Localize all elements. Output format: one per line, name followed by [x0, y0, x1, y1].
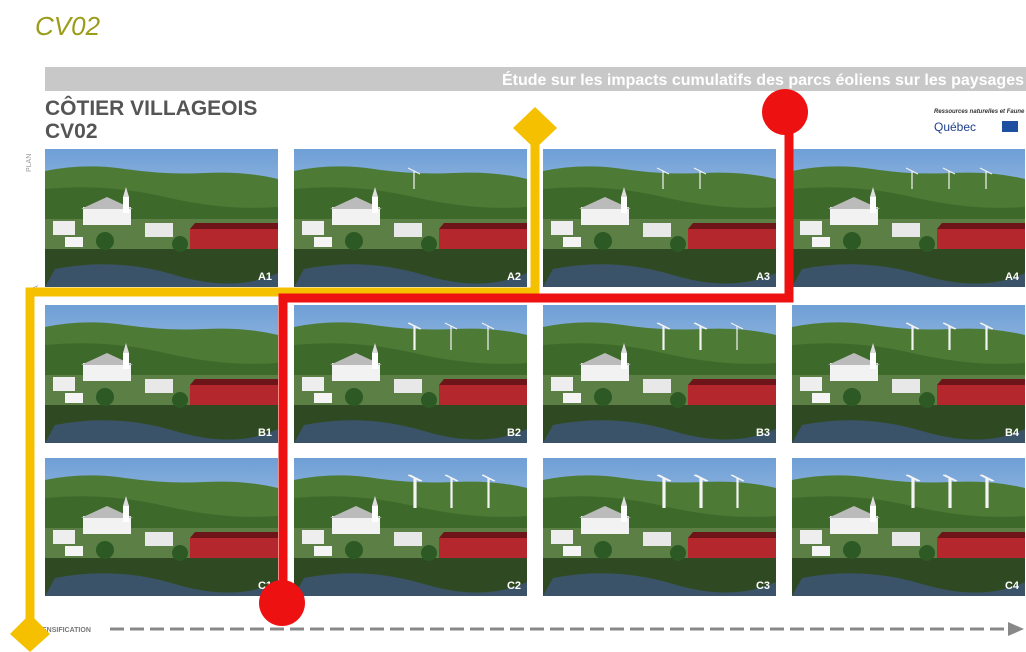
- turbine-blade: [730, 322, 744, 330]
- landscape-photo: [294, 305, 527, 443]
- turbine-blade: [408, 322, 422, 330]
- arrow-head: [1008, 622, 1024, 636]
- landscape-photo: [792, 305, 1025, 443]
- cell-label: C2: [507, 580, 521, 592]
- banner: [45, 67, 1026, 91]
- yellow-diamond: [513, 107, 557, 149]
- turbine-blade: [657, 322, 671, 330]
- landscape-photo: [294, 458, 527, 596]
- cell-label: C4: [1005, 580, 1020, 592]
- subtitle: CV02: [45, 120, 98, 143]
- turbine-blade: [695, 474, 709, 482]
- landscape-photo: [792, 458, 1025, 596]
- turbine-blade: [407, 167, 421, 175]
- yellow-path: [25, 130, 540, 628]
- cell-label: A4: [1005, 271, 1020, 283]
- turbine-blade: [981, 474, 995, 482]
- turbine-blade: [445, 474, 459, 482]
- cell-label: A3: [756, 271, 770, 283]
- banner-text: Étude sur les impacts cumulatifs des par…: [502, 70, 1024, 89]
- cell-label: A1: [258, 271, 272, 283]
- landscape-photo: [45, 458, 278, 596]
- turbine-blade: [658, 474, 672, 482]
- landscape-photo: [45, 305, 278, 443]
- turbine-blade: [906, 322, 920, 330]
- turbine-blade: [979, 167, 993, 175]
- turbine-blade: [409, 474, 423, 482]
- turbine-blade: [943, 322, 957, 330]
- cell-label: C3: [756, 580, 770, 592]
- landscape-photo: [543, 305, 776, 443]
- turbine-blade: [980, 322, 994, 330]
- red-dot: [259, 580, 305, 626]
- cell-label: B1: [258, 427, 272, 439]
- turbine-blade: [481, 322, 495, 330]
- turbine-blade: [444, 322, 458, 330]
- landscape-photo: [45, 149, 278, 287]
- turbine-blade: [944, 474, 958, 482]
- government: Québec: [934, 120, 976, 134]
- flag: [1002, 121, 1018, 132]
- cell-label: B3: [756, 427, 770, 439]
- turbine-blade: [693, 167, 707, 175]
- code: CV02: [35, 11, 101, 41]
- turbine-blade: [694, 322, 708, 330]
- turbine-blade: [656, 167, 670, 175]
- ministry: Ressources naturelles et Faune: [934, 109, 1025, 115]
- title: CÔTIER VILLAGEOIS: [45, 96, 257, 120]
- landscape-photo: [543, 458, 776, 596]
- densification-label: ENSIFICATION: [42, 627, 91, 634]
- plan-label: PLAN: [26, 154, 33, 172]
- red-dot: [762, 89, 808, 135]
- yellow-diamond: [10, 614, 50, 652]
- turbine-blade: [942, 167, 956, 175]
- cell-label: A2: [507, 271, 521, 283]
- turbine-blade: [731, 474, 745, 482]
- cell-label: B2: [507, 427, 521, 439]
- turbine-blade: [905, 167, 919, 175]
- turbine-blade: [482, 474, 496, 482]
- turbine-blade: [907, 474, 921, 482]
- red-path: [278, 115, 794, 600]
- cell-label: B4: [1005, 427, 1020, 439]
